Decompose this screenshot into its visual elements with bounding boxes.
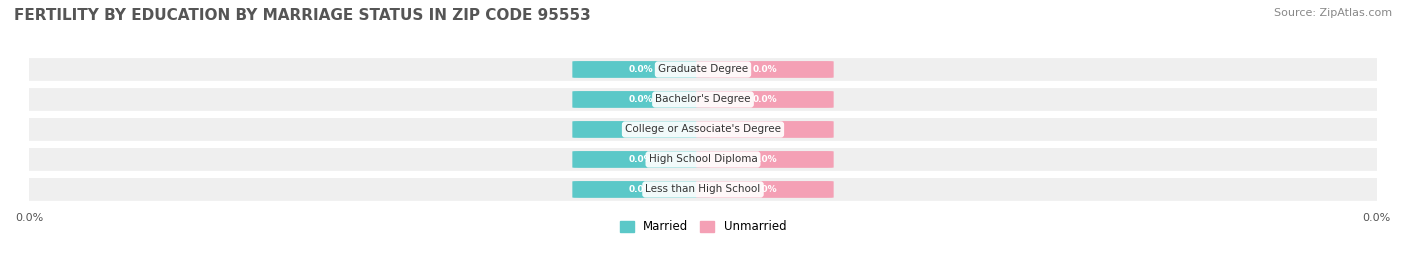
- FancyBboxPatch shape: [572, 151, 710, 168]
- Text: 0.0%: 0.0%: [628, 65, 654, 74]
- FancyBboxPatch shape: [572, 61, 710, 78]
- FancyBboxPatch shape: [15, 148, 1391, 171]
- Text: Less than High School: Less than High School: [645, 185, 761, 194]
- Text: 0.0%: 0.0%: [628, 125, 654, 134]
- FancyBboxPatch shape: [696, 91, 834, 108]
- Text: Bachelor's Degree: Bachelor's Degree: [655, 94, 751, 104]
- Text: 0.0%: 0.0%: [752, 95, 778, 104]
- Text: Source: ZipAtlas.com: Source: ZipAtlas.com: [1274, 8, 1392, 18]
- FancyBboxPatch shape: [696, 61, 834, 78]
- FancyBboxPatch shape: [15, 88, 1391, 111]
- Text: 0.0%: 0.0%: [628, 185, 654, 194]
- Text: High School Diploma: High School Diploma: [648, 154, 758, 164]
- Text: 0.0%: 0.0%: [752, 65, 778, 74]
- FancyBboxPatch shape: [572, 181, 710, 198]
- FancyBboxPatch shape: [572, 91, 710, 108]
- Text: 0.0%: 0.0%: [628, 155, 654, 164]
- Text: 0.0%: 0.0%: [752, 125, 778, 134]
- Text: FERTILITY BY EDUCATION BY MARRIAGE STATUS IN ZIP CODE 95553: FERTILITY BY EDUCATION BY MARRIAGE STATU…: [14, 8, 591, 23]
- FancyBboxPatch shape: [696, 121, 834, 138]
- Text: 0.0%: 0.0%: [752, 185, 778, 194]
- Text: Graduate Degree: Graduate Degree: [658, 65, 748, 75]
- Text: 0.0%: 0.0%: [628, 95, 654, 104]
- FancyBboxPatch shape: [696, 181, 834, 198]
- FancyBboxPatch shape: [572, 121, 710, 138]
- FancyBboxPatch shape: [15, 118, 1391, 141]
- FancyBboxPatch shape: [696, 151, 834, 168]
- Text: 0.0%: 0.0%: [752, 155, 778, 164]
- FancyBboxPatch shape: [15, 178, 1391, 201]
- FancyBboxPatch shape: [15, 58, 1391, 81]
- Text: College or Associate's Degree: College or Associate's Degree: [626, 125, 780, 134]
- Legend: Married, Unmarried: Married, Unmarried: [614, 215, 792, 238]
